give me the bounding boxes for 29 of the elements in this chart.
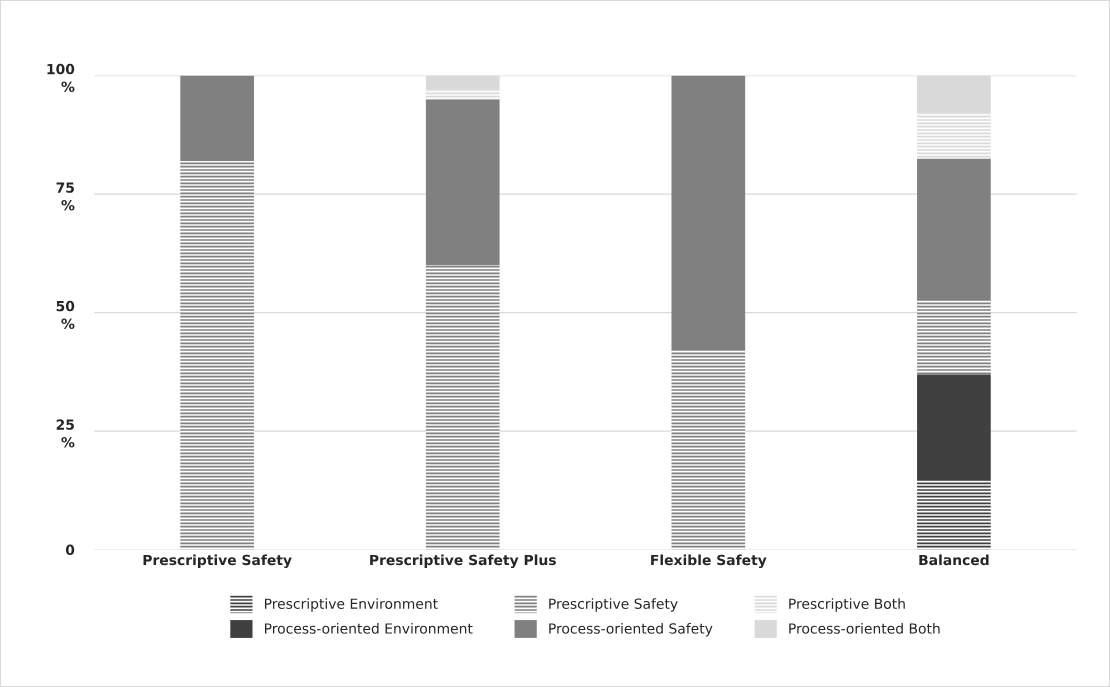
legend-label: Process-oriented Safety [549, 622, 713, 637]
y-tick-label: 75 % [56, 182, 75, 211]
y-tick-label: 100 % [47, 63, 75, 92]
bar [671, 75, 746, 351]
bar [671, 350, 746, 550]
legend-label: Process-oriented Environment [264, 622, 473, 634]
y-tick-label: 25 % [56, 419, 75, 448]
x-tick-label: Flexible Safety [651, 554, 767, 569]
bar [917, 75, 991, 114]
bar [425, 99, 500, 266]
bar [425, 75, 500, 90]
x-tick-label: Balanced [919, 554, 989, 566]
bar [425, 265, 500, 550]
y-tick-label: 50 % [56, 300, 75, 329]
legend-label: Process-oriented Both [789, 622, 940, 634]
x-tick-label: Prescriptive Safety [143, 554, 292, 569]
legend-label: Prescriptive Safety [549, 598, 678, 612]
bar [917, 113, 991, 159]
bar [425, 89, 500, 100]
bar [917, 480, 991, 550]
bar [180, 75, 254, 161]
y-tick-label: 0 [65, 544, 75, 556]
x-tick-label: Prescriptive Safety Plus [370, 554, 556, 569]
bar [917, 374, 991, 481]
legend-label: Prescriptive Both [789, 598, 905, 612]
bar [917, 300, 991, 375]
bar [180, 160, 254, 550]
legend-label: Prescriptive Environment [264, 598, 438, 612]
bar [917, 158, 991, 301]
